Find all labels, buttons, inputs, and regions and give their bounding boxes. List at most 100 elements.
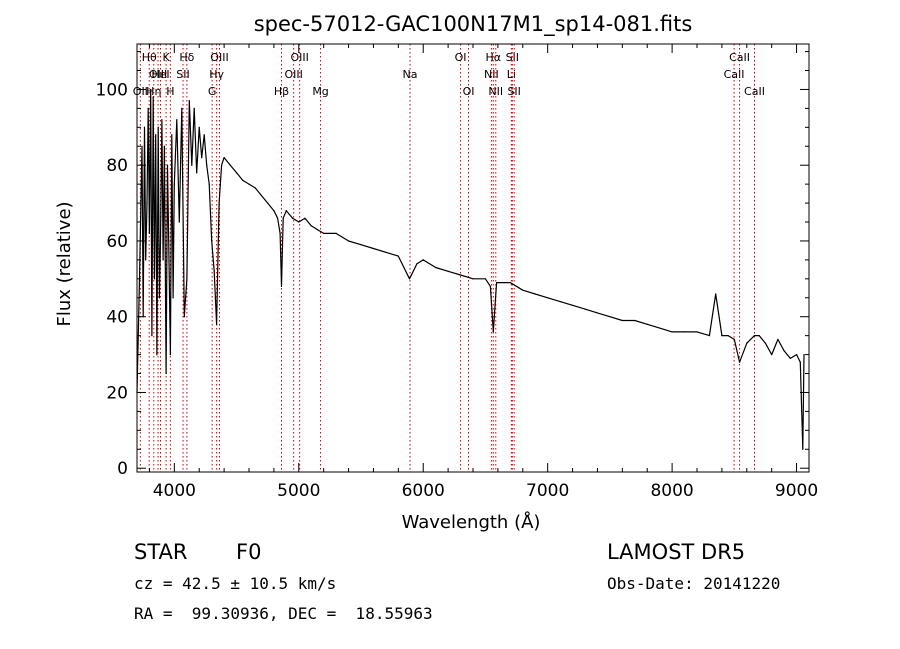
spectrum-point (459, 274, 462, 276)
spectrum-point (304, 217, 306, 219)
marker-label: Na (403, 68, 418, 81)
spectrum-point (753, 335, 756, 337)
marker-label: Hα (486, 51, 502, 64)
spectrum-point (621, 319, 623, 322)
spectrum-point (534, 293, 536, 295)
spectrum-line-group (136, 88, 805, 450)
survey-label: LAMOST DR5 (607, 540, 746, 564)
chart-title: spec-57012-GAC100N17M1_sp14-081.fits (254, 12, 693, 37)
spectrum-point (201, 157, 203, 159)
spectrum-point (596, 312, 599, 314)
spectrum-point (771, 353, 773, 356)
spectrum-point (168, 240, 170, 242)
spectrum-point (157, 126, 159, 128)
spectrum-point (143, 126, 146, 128)
y-tick-label: 20 (106, 383, 128, 403)
spectrum-point (659, 327, 661, 329)
y-tick-label: 40 (106, 308, 128, 328)
marker-label: CaII (744, 85, 765, 98)
spectrum-point (397, 255, 399, 257)
spectrum-point (646, 323, 648, 325)
spectrum-point (584, 308, 586, 310)
spectrum-point (159, 240, 162, 242)
y-tick-label: 80 (106, 156, 128, 176)
spectrum-point (447, 270, 449, 272)
marker-label: NII (488, 85, 503, 98)
spectrum-point (161, 119, 163, 121)
spectrum-point (158, 297, 160, 299)
marker-label: G (208, 85, 217, 98)
x-tick-label: 8000 (650, 481, 693, 501)
spectrum-point (211, 240, 213, 242)
spectrum-point (186, 278, 188, 280)
spectrum-point (547, 297, 549, 299)
spectrum-point (372, 247, 375, 250)
spectrum-point (191, 164, 193, 166)
spectrum-point (472, 278, 474, 280)
spectrum-point (484, 278, 487, 280)
spectrum-point (416, 263, 418, 265)
spectrum-point (273, 210, 275, 212)
spectrum-point (285, 210, 287, 212)
spectrum-point (721, 335, 723, 337)
spectrum-point (152, 96, 154, 98)
spectrum-point (733, 338, 735, 341)
spectrum-point (509, 282, 511, 284)
emission-line-markers: OIIHθHηOIIIHeIKHSIIHδGHγOIIIHβOIIIOIIIMg… (133, 44, 765, 472)
spectrum-point (279, 232, 281, 234)
marker-label: CaII (729, 51, 750, 64)
x-tick-label: 4000 (153, 481, 196, 501)
marker-label: K (163, 51, 171, 64)
spectrum-point (153, 278, 156, 280)
spectrum-point (162, 259, 164, 261)
spectrum-point (671, 331, 673, 333)
spectrum-point (777, 338, 779, 341)
marker-label: OIII (210, 51, 228, 64)
spectrum-point (310, 225, 312, 227)
spectrum-point (171, 134, 173, 136)
spectrum-point (783, 350, 785, 352)
spectrum-point (503, 282, 505, 284)
spectrum-point (178, 221, 180, 223)
marker-label: OIII (149, 68, 167, 81)
spectrum-point (169, 353, 171, 356)
spectrum-point (335, 232, 337, 234)
spectrum-point (163, 145, 165, 147)
spectrum-point (141, 145, 143, 147)
spectrum-point (165, 372, 167, 375)
marker-label: SII (176, 68, 189, 81)
spectrum-point (496, 282, 498, 284)
spectrum-point (260, 194, 263, 197)
spectrum-point (267, 202, 269, 204)
spectrum-point (708, 335, 711, 337)
spectrum-point (422, 259, 424, 261)
marker-label: NII (484, 68, 499, 81)
spectrum-point (746, 342, 748, 344)
marker-label: HeI (151, 68, 169, 81)
spectrum-point (323, 232, 325, 234)
marker-label: OIII (290, 51, 308, 64)
spectrum-point (764, 342, 767, 344)
spectrum-point (223, 157, 225, 159)
marker-label: CaII (724, 68, 745, 81)
obs-date: Obs-Date: 20141220 (607, 574, 781, 593)
spectrum-point (683, 331, 686, 333)
spectrum-point (213, 270, 215, 272)
spectrum-point (196, 172, 198, 174)
spectrum-point (280, 285, 283, 288)
spectrum-point (277, 217, 279, 219)
spectrum-point (242, 179, 244, 181)
axis-ticks: 4000 5000 6000 7000 8000 9000 0 20 40 60 80 100 (96, 44, 818, 501)
spectrum-point (795, 353, 798, 356)
spectrum-point (216, 323, 218, 325)
spectrum-point (188, 100, 190, 102)
spectrum-point (347, 240, 350, 242)
spectrum-point (758, 335, 760, 337)
spectrum-point (181, 107, 183, 109)
object-subclass: F0 (236, 540, 262, 564)
marker-label: Mg (312, 85, 328, 98)
marker-label: Hγ (209, 68, 224, 81)
spectrum-point (221, 164, 223, 166)
spectrum-point (198, 126, 200, 128)
spectrum-point (176, 119, 178, 121)
